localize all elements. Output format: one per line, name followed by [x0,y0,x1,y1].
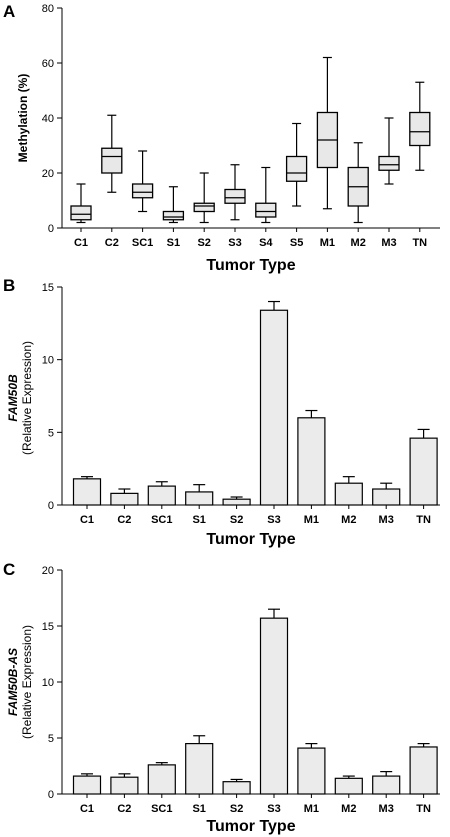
panel-c-x-tick-label: M3 [379,803,394,815]
panel-b-bar [185,491,214,506]
panel-a-y-axis-label: Methylation (%) [16,74,30,163]
panel-c-x-tick-label: S2 [230,803,243,815]
panel-c-x-tick-label: C2 [117,803,131,815]
panel-b-label: B [3,276,15,295]
panel-c-x-tick-label: S1 [192,803,205,815]
panel-c-y-axis-label: (Relative Expression) [20,625,34,739]
panel-b-bar [409,437,438,506]
panel-c-bar [409,746,438,795]
panel-b-bar [110,492,139,506]
panel-a-x-tick-label: S2 [197,237,210,249]
panel-a-x-tick-label: S4 [259,237,273,249]
panel-a-y-tick-label: 0 [48,223,54,235]
panel-a-y-tick-label: 40 [42,113,54,125]
panel-c-bar [372,775,401,795]
panel-a-box [101,147,123,174]
panel-a-box [285,155,308,182]
panel-c-y-tick-label: 10 [42,677,54,689]
panel-a-x-tick-label: TN [412,237,427,249]
panel-a: A Methylation (%) Tumor Type 0 20 40 60 80 C1… [3,2,440,274]
panel-c-x-tick-label: M2 [341,803,356,815]
panel-c-x-tick-label: S3 [267,803,280,815]
panel-b-y-axis-label: (Relative Expression) [20,341,34,455]
panel-b-x-tick-label: S3 [267,514,280,526]
panel-b-y-tick-label: 0 [48,500,54,512]
panel-c-x-tick-label: TN [416,803,431,815]
panel-a-x-tick-label: M1 [320,237,335,249]
panel-c-bar [72,775,102,795]
panel-b-bar [297,417,326,506]
panel-c-bar [222,781,251,795]
panel-a-x-tick-label: SC1 [132,237,153,249]
panel-a-y-tick-label: 60 [42,58,54,70]
panel-b-bar [334,482,363,506]
panel-c-bar [110,776,139,795]
panel-a-x-axis-label: Tumor Type [206,257,295,274]
panel-a-x-tick-label: S1 [167,237,180,249]
panel-c-label: C [3,560,15,579]
panel-b-bar [259,309,289,506]
panel-b-y-tick-label: 5 [48,427,54,439]
panel-b-x-tick-label: C2 [117,514,131,526]
panel-b-y-tick-label: 10 [42,355,54,367]
panel-c-x-tick-label: SC1 [151,803,172,815]
panel-c-bar [334,777,363,795]
panel-c-bar [147,764,176,795]
panel-b-y-tick-label: 15 [42,282,54,294]
panel-c: C FAM50B-AS (Relative Expression) Tumor … [3,560,440,835]
panel-c-x-axis-label: Tumor Type [206,818,295,835]
panel-a-x-tick-label: M2 [351,237,366,249]
panel-b-y-axis-gene: FAM50B [6,374,20,422]
panel-a-box [378,155,400,171]
panel-b-x-tick-label: S1 [192,514,205,526]
panel-b-x-tick-label: S2 [230,514,243,526]
panel-b-x-tick-label: SC1 [151,514,172,526]
panel-a-y-tick-label: 80 [42,3,54,15]
panel-c-x-tick-label: M1 [304,803,319,815]
panel-b-x-tick-label: TN [416,514,431,526]
panel-c-x-tick-label: C1 [80,803,94,815]
panel-a-x-tick-label: C2 [105,237,119,249]
panel-c-y-axis-gene: FAM50B-AS [6,648,20,716]
panel-b-bar [147,485,176,506]
panel-a-box [255,202,277,218]
panel-a-y-tick-label: 20 [42,168,54,180]
panel-c-bar [185,742,214,795]
panel-a-x-tick-label: S5 [290,237,303,249]
panel-b-x-tick-label: M1 [304,514,319,526]
panel-a-box [70,205,92,221]
panel-b-bar [372,488,401,506]
panel-b-x-tick-label: M3 [379,514,394,526]
panel-c-bar [259,617,289,795]
panel-b: B FAM50B (Relative Expression) Tumor Typ… [3,276,440,548]
panel-c-y-tick-label: 0 [48,789,54,801]
panel-b-bar [222,498,251,506]
panel-a-x-tick-label: M3 [381,237,396,249]
panel-a-label: A [3,2,15,21]
panel-b-x-tick-label: C1 [80,514,94,526]
panel-c-bar [297,747,326,795]
panel-c-y-tick-label: 15 [42,621,54,633]
panel-a-box [409,111,431,147]
panel-c-y-tick-label: 20 [42,565,54,577]
panel-a-box [224,188,246,204]
panel-a-x-tick-label: S3 [228,237,241,249]
panel-a-box [193,202,215,213]
panel-a-x-tick-label: C1 [74,237,88,249]
panel-b-bar [72,478,102,506]
panel-c-y-tick-label: 5 [48,733,54,745]
panel-a-box [162,210,185,221]
panel-b-x-tick-label: M2 [341,514,356,526]
panel-b-x-axis-label: Tumor Type [206,531,295,548]
panel-a-box [131,183,154,199]
